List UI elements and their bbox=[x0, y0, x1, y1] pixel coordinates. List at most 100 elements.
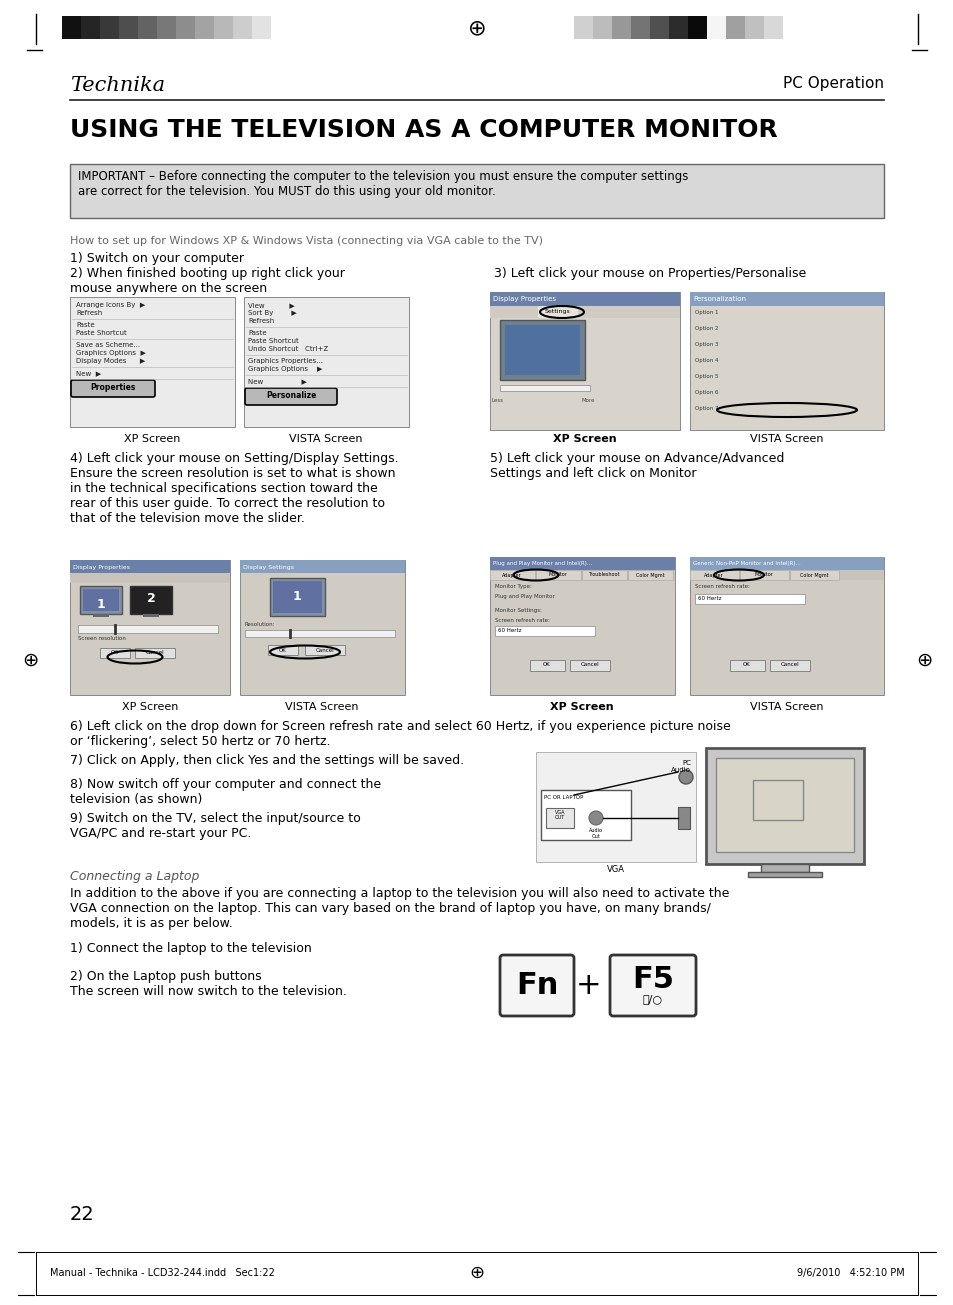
Circle shape bbox=[679, 770, 692, 784]
Text: Option 1: Option 1 bbox=[695, 311, 718, 315]
Text: 2) On the Laptop push buttons
The screen will now switch to the television.: 2) On the Laptop push buttons The screen… bbox=[70, 970, 347, 998]
Bar bbox=[499, 320, 584, 380]
Bar bbox=[135, 649, 174, 658]
Bar bbox=[716, 758, 853, 852]
Bar bbox=[70, 298, 234, 427]
Text: New  ▶: New ▶ bbox=[76, 371, 101, 376]
FancyBboxPatch shape bbox=[71, 380, 154, 397]
Text: Save as Scheme...: Save as Scheme... bbox=[76, 342, 140, 348]
Bar bbox=[490, 557, 675, 570]
Text: Sort By        ▶: Sort By ▶ bbox=[248, 311, 296, 316]
FancyBboxPatch shape bbox=[609, 955, 696, 1017]
Text: 1: 1 bbox=[293, 590, 301, 603]
Text: Option 7: Option 7 bbox=[695, 406, 718, 411]
Bar bbox=[245, 630, 395, 637]
Text: 6) Left click on the drop down for Screen refresh rate and select 60 Hertz, if y: 6) Left click on the drop down for Scree… bbox=[70, 720, 730, 748]
Text: Display Properties: Display Properties bbox=[73, 565, 130, 569]
Text: 5) Left click your mouse on Advance/Advanced
Settings and left click on Monitor: 5) Left click your mouse on Advance/Adva… bbox=[490, 452, 783, 480]
Text: XP Screen: XP Screen bbox=[122, 702, 178, 713]
Text: Graphics Options  ▶: Graphics Options ▶ bbox=[76, 350, 146, 356]
Text: 9) Switch on the TV, select the input/source to
VGA/PC and re-start your PC.: 9) Switch on the TV, select the input/so… bbox=[70, 812, 360, 840]
Text: Cancel: Cancel bbox=[780, 663, 799, 667]
Text: ⊕: ⊕ bbox=[915, 650, 931, 669]
Text: XP Screen: XP Screen bbox=[124, 435, 180, 444]
Bar bbox=[504, 325, 579, 375]
Bar bbox=[70, 560, 230, 696]
Text: 7) Click on Apply, then click Yes and the settings will be saved.: 7) Click on Apply, then click Yes and th… bbox=[70, 754, 464, 767]
Bar bbox=[705, 748, 863, 864]
Bar bbox=[78, 625, 218, 633]
Bar bbox=[581, 570, 626, 579]
Bar bbox=[100, 649, 130, 658]
Text: Option 4: Option 4 bbox=[695, 358, 718, 363]
Text: 1) Connect the laptop to the television: 1) Connect the laptop to the television bbox=[70, 942, 312, 955]
Bar bbox=[760, 864, 808, 872]
Text: How to set up for Windows XP & Windows Vista (connecting via VGA cable to the TV: How to set up for Windows XP & Windows V… bbox=[70, 236, 542, 247]
Text: 60 Hertz: 60 Hertz bbox=[698, 596, 720, 602]
Text: Plug and Play Monitor and Intel(R)...: Plug and Play Monitor and Intel(R)... bbox=[493, 561, 592, 565]
Bar bbox=[252, 16, 271, 39]
Bar bbox=[130, 586, 172, 613]
Bar bbox=[689, 570, 739, 579]
Bar bbox=[213, 16, 233, 39]
Text: 60 Hertz: 60 Hertz bbox=[497, 629, 521, 633]
Text: IMPORTANT – Before connecting the computer to the television you must ensure the: IMPORTANT – Before connecting the comput… bbox=[78, 170, 688, 198]
Text: ⊕: ⊕ bbox=[467, 18, 486, 38]
Bar bbox=[62, 16, 81, 39]
Text: 1: 1 bbox=[96, 599, 105, 612]
Bar bbox=[689, 292, 883, 431]
Text: Option 2: Option 2 bbox=[695, 326, 718, 331]
Text: Undo Shortcut   Ctrl+Z: Undo Shortcut Ctrl+Z bbox=[248, 346, 328, 352]
Text: VGA: VGA bbox=[606, 865, 624, 874]
Text: Color Mgmt: Color Mgmt bbox=[635, 573, 663, 578]
Text: PC OR LAPTOP: PC OR LAPTOP bbox=[543, 795, 583, 800]
Text: Monitor: Monitor bbox=[548, 573, 567, 578]
Bar bbox=[689, 557, 883, 696]
Text: Audio
Out: Audio Out bbox=[588, 827, 602, 839]
Bar bbox=[689, 570, 883, 579]
Text: OK: OK bbox=[542, 663, 550, 667]
Bar bbox=[627, 570, 672, 579]
Text: Color Mgmt: Color Mgmt bbox=[799, 573, 827, 578]
Bar bbox=[687, 16, 706, 39]
Text: More: More bbox=[581, 398, 595, 403]
Bar bbox=[490, 292, 679, 305]
Bar bbox=[70, 164, 883, 218]
Text: New                 ▶: New ▶ bbox=[248, 378, 307, 384]
Text: In addition to the above if you are connecting a laptop to the television you wi: In addition to the above if you are conn… bbox=[70, 887, 729, 930]
Bar bbox=[194, 16, 213, 39]
Text: Monitor Type:: Monitor Type: bbox=[495, 585, 532, 589]
Text: Plug and Play Monitor: Plug and Play Monitor bbox=[495, 594, 554, 599]
Text: Cancel: Cancel bbox=[146, 650, 164, 655]
Text: Technika: Technika bbox=[70, 76, 165, 95]
Bar bbox=[569, 660, 609, 671]
Bar bbox=[695, 594, 804, 604]
Text: ⌹/○: ⌹/○ bbox=[642, 994, 662, 1004]
Text: USING THE TELEVISION AS A COMPUTER MONITOR: USING THE TELEVISION AS A COMPUTER MONIT… bbox=[70, 117, 777, 142]
Bar bbox=[752, 780, 802, 820]
Text: Cancel: Cancel bbox=[315, 647, 334, 652]
FancyBboxPatch shape bbox=[499, 955, 574, 1017]
Text: Properties: Properties bbox=[91, 384, 135, 393]
Text: VISTA Screen: VISTA Screen bbox=[285, 702, 358, 713]
Bar bbox=[270, 578, 325, 616]
Text: Less: Less bbox=[492, 398, 503, 403]
Text: 8) Now switch off your computer and connect the
television (as shown): 8) Now switch off your computer and conn… bbox=[70, 778, 381, 806]
Text: 4) Left click your mouse on Setting/Display Settings.
Ensure the screen resoluti: 4) Left click your mouse on Setting/Disp… bbox=[70, 452, 398, 525]
Text: 2) When finished booting up right click your
mouse anywhere on the screen: 2) When finished booting up right click … bbox=[70, 268, 345, 295]
Text: F5: F5 bbox=[631, 964, 673, 993]
Bar bbox=[540, 790, 630, 840]
Text: 22: 22 bbox=[70, 1205, 94, 1224]
Bar bbox=[668, 16, 687, 39]
Bar bbox=[305, 645, 345, 655]
Text: ⊕: ⊕ bbox=[469, 1265, 484, 1282]
Text: Connecting a Laptop: Connecting a Laptop bbox=[70, 870, 199, 883]
Bar bbox=[630, 16, 649, 39]
Text: Monitor: Monitor bbox=[754, 573, 773, 578]
Text: 9/6/2010   4:52:10 PM: 9/6/2010 4:52:10 PM bbox=[797, 1268, 904, 1278]
Bar bbox=[612, 16, 630, 39]
Text: Adapter: Adapter bbox=[501, 573, 521, 578]
Bar bbox=[747, 872, 821, 877]
Text: Refresh: Refresh bbox=[76, 311, 102, 316]
Text: Paste: Paste bbox=[76, 322, 94, 328]
